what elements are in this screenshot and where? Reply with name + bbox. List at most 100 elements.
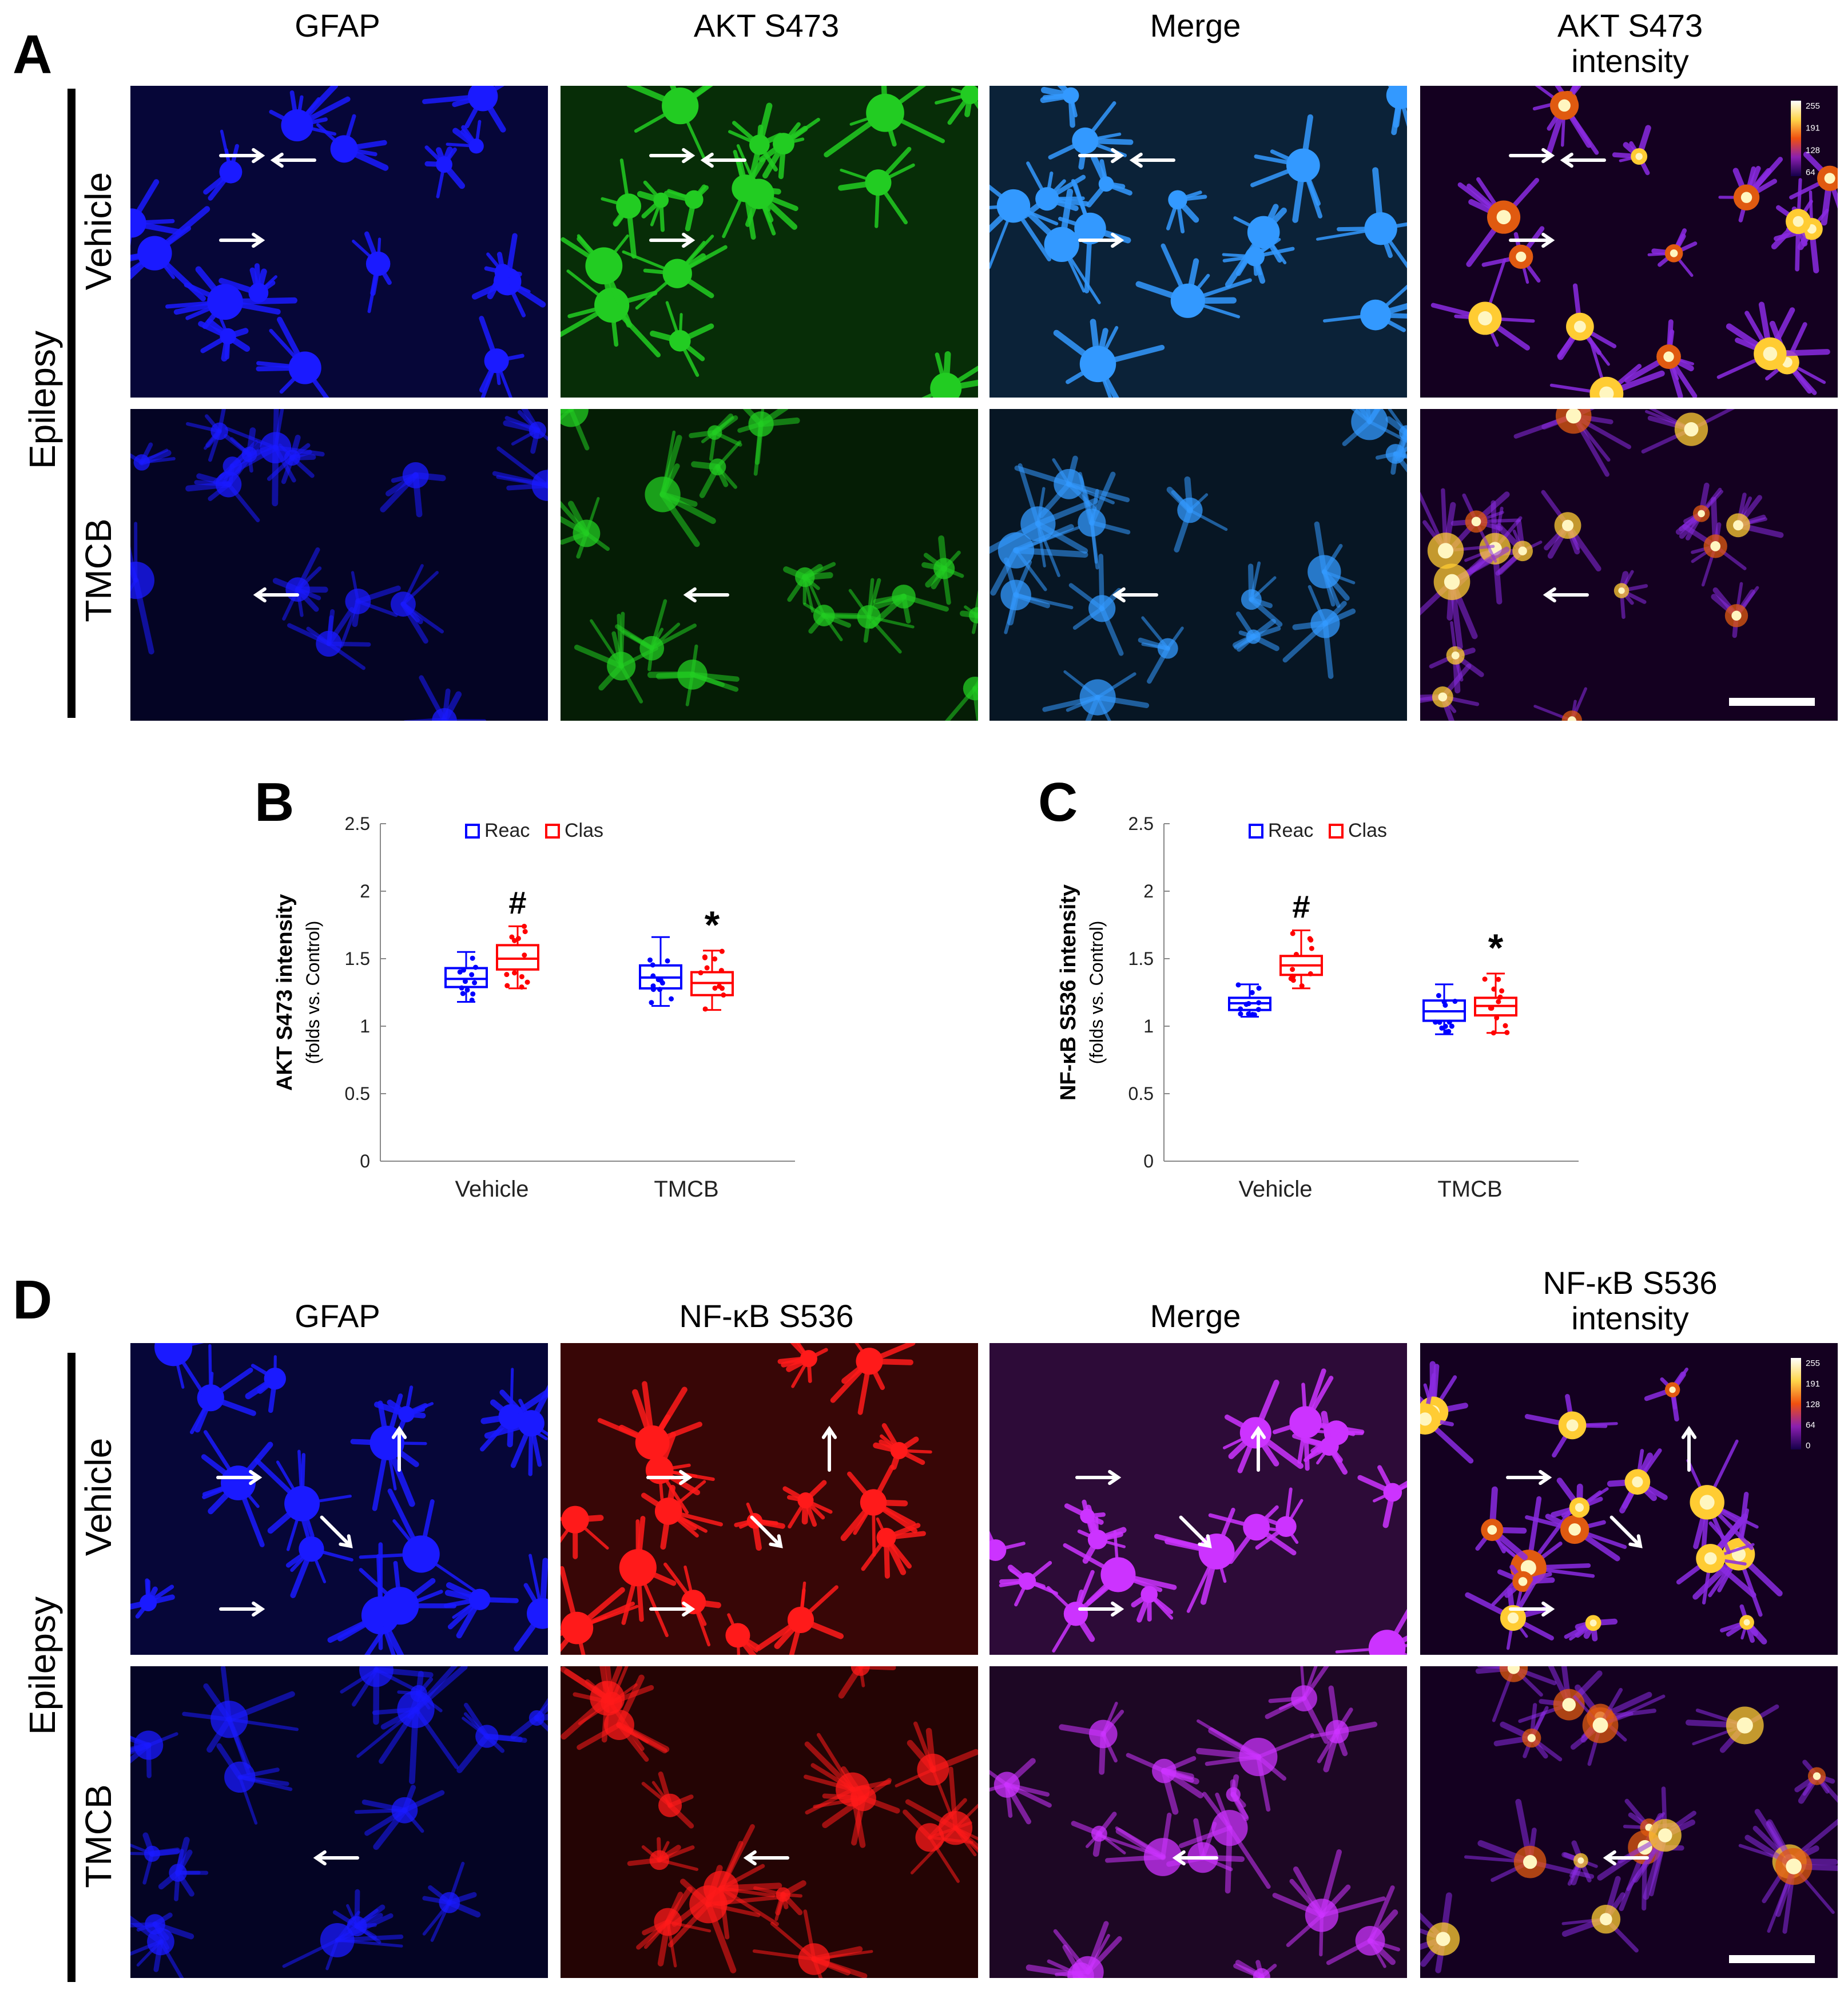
gridD-tile-vehicle-intensity: 255 191 128 64 0 — [1420, 1343, 1838, 1655]
panel-b-data-point — [464, 987, 470, 993]
panel-b-box-reac-vehicle — [444, 951, 488, 1003]
panel-c-data-point — [1290, 974, 1295, 979]
panel-b-data-point — [650, 962, 655, 968]
panel-b-data-point — [718, 968, 724, 974]
panel-b-box-clas-tmcb — [690, 948, 734, 1012]
panel-c-data-point — [1309, 946, 1314, 951]
panel-b-data-point — [472, 980, 478, 986]
panel-c-data-point — [1452, 999, 1458, 1004]
panel-b-data-point — [649, 1000, 654, 1006]
panel-c-data-point — [1246, 1001, 1251, 1007]
svg-text:64: 64 — [1806, 1420, 1815, 1430]
panel-b-data-point — [717, 983, 722, 989]
panel-c-data-point — [1497, 994, 1503, 1000]
panel-b-data-point — [469, 998, 475, 1003]
svg-text:0: 0 — [1806, 1441, 1810, 1451]
panel-c-ytick-label: 2 — [1143, 881, 1154, 901]
panel-d-group-label: Epilepsy — [22, 1596, 63, 1735]
panel-c-data-point — [1496, 976, 1501, 982]
panel-c-data-point — [1437, 1019, 1442, 1025]
panel-b-data-point — [522, 929, 528, 935]
panel-c-data-point — [1250, 1011, 1255, 1017]
panel-c-data-point — [1290, 931, 1295, 936]
panel-d-row-vehicle: Vehicle — [78, 1437, 119, 1556]
gridD-tile-tmcb-intensity — [1420, 1666, 1838, 1978]
panel-b-data-point — [469, 972, 475, 978]
panel-c-letter: C — [1038, 772, 1078, 833]
gridA-tile-vehicle-marker — [561, 86, 978, 398]
panel-b-data-point — [669, 996, 674, 1002]
gridA-tile-vehicle-merge — [989, 86, 1407, 398]
panel-c-data-point — [1293, 952, 1299, 958]
panel-c-data-point — [1433, 1019, 1438, 1025]
panel-c-data-point — [1255, 1007, 1261, 1012]
panel-a-row-tmcb: TMCB — [78, 518, 119, 622]
panel-b-data-point — [712, 985, 718, 991]
gridA-tile-tmcb-intensity — [1420, 409, 1838, 721]
panel-c-data-point — [1436, 992, 1441, 998]
panel-b-ylabel-sub: (folds vs. Control) — [303, 921, 323, 1064]
panel-b-data-point — [698, 970, 704, 976]
panel-b-data-point — [519, 974, 524, 979]
panel-b-data-point — [459, 985, 464, 991]
panel-c-data-point — [1307, 971, 1313, 976]
panel-c-data-point — [1238, 1006, 1243, 1012]
panel-b-data-point — [658, 978, 663, 983]
panel-a-col-akt: AKT S473 — [693, 7, 840, 43]
panel-c-data-point — [1238, 1011, 1243, 1017]
panel-c-legend-swatch-clas — [1329, 824, 1344, 839]
panel-b-data-point — [504, 972, 510, 978]
panel-c-ytick-label: 0.5 — [1128, 1083, 1154, 1104]
panel-d-col-intensity: NF-κB S536 intensity — [1543, 1265, 1718, 1336]
panel-b-data-point — [511, 938, 517, 943]
panel-c-data-point — [1503, 1023, 1508, 1028]
panel-b-annotation: * — [705, 903, 720, 947]
panel-a-letter: A — [13, 24, 53, 85]
panel-c-data-point — [1491, 986, 1497, 992]
panel-b-ytick-label: 2.5 — [345, 813, 370, 834]
panel-b-data-point — [719, 948, 725, 954]
svg-text:255: 255 — [1806, 1359, 1820, 1368]
panel-b-data-point — [457, 969, 463, 975]
panel-c-chart: 0 0.5 1 1.5 2 2.5 Vehicle TMCB NF-κB S536 intens… — [1056, 813, 1579, 1202]
panel-b-data-point — [522, 952, 527, 958]
panel-b-annotation: # — [508, 884, 526, 920]
panel-c-data-point — [1442, 1002, 1448, 1008]
panel-b-data-point — [650, 983, 656, 989]
panel-c-data-point — [1249, 990, 1255, 995]
panel-b-data-point — [462, 979, 468, 984]
panel-c-data-point — [1256, 986, 1262, 991]
panel-c-data-point — [1499, 988, 1505, 994]
panel-b-data-point — [504, 983, 510, 988]
panel-b-chart: 0 0.5 1 1.5 2 2.5 Vehicle TMCB AKT S473 intensit… — [273, 813, 795, 1202]
svg-text:64: 64 — [1806, 168, 1815, 177]
panel-c-data-point — [1489, 1005, 1495, 1011]
panel-c-ylabel-sub: (folds vs. Control) — [1086, 921, 1107, 1064]
panel-b-data-point — [704, 965, 710, 971]
panel-c-box-clas-vehicle — [1279, 929, 1323, 990]
panel-c-box-reac-tmcb — [1422, 983, 1466, 1035]
svg-text:128: 128 — [1806, 145, 1820, 155]
panel-b-data-point — [470, 991, 476, 997]
panel-b-ytick-label: 1.5 — [345, 948, 370, 969]
gridD-tile-tmcb-marker — [561, 1666, 978, 1978]
panel-c-ytick-label: 1.5 — [1128, 948, 1154, 969]
panel-c-data-point — [1482, 976, 1488, 982]
panel-b-data-point — [473, 964, 479, 970]
gridA-tile-vehicle-gfap — [130, 86, 548, 398]
gridA-tile-tmcb-gfap — [130, 409, 548, 721]
panel-c-data-point — [1235, 982, 1241, 988]
panel-b-data-point — [647, 957, 653, 963]
panel-c-box-clas-tmcb — [1474, 972, 1517, 1036]
panel-b-data-point — [657, 987, 663, 992]
panel-b-ytick-label: 0 — [360, 1151, 370, 1171]
panel-c-annotation: * — [1488, 926, 1504, 970]
panel-a-group-bar — [67, 89, 75, 718]
gridD-tile-vehicle-merge — [989, 1343, 1407, 1655]
panel-c-xtick-label: Vehicle — [1239, 1177, 1313, 1202]
panel-b-data-point — [470, 955, 475, 961]
panel-c-data-point — [1494, 1015, 1500, 1020]
panel-c-data-point — [1491, 1030, 1496, 1036]
panel-a-group-label: Epilepsy — [22, 331, 63, 469]
panel-c-data-point — [1290, 967, 1295, 972]
